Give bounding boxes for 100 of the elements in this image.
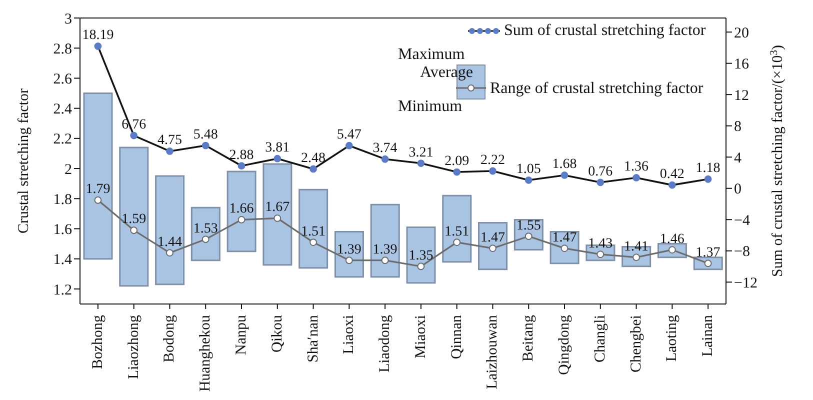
data-label: 2.09 [444, 154, 470, 170]
data-label: 1.41 [624, 239, 649, 254]
x-tick-label: Changli [592, 315, 608, 362]
y-tick-label: 1.2 [53, 282, 72, 298]
data-label: 3.81 [265, 140, 290, 156]
x-tick-label: Nanpu [234, 314, 250, 355]
y2-tick-label: 20 [734, 25, 749, 42]
data-label: 1.46 [660, 232, 684, 247]
data-label: 2.48 [301, 150, 326, 166]
data-label: 1.39 [372, 242, 398, 258]
x-tick-label: Bozhong [90, 314, 106, 370]
x-tick-label: Qingdong [556, 314, 572, 375]
bar [406, 226, 436, 284]
bar [119, 146, 149, 287]
bar [442, 194, 472, 263]
y2-tick-label: 4 [734, 150, 742, 166]
data-label: 1.47 [552, 230, 577, 246]
annotation: Average [420, 64, 473, 82]
y-tick-label: 2.8 [53, 41, 72, 58]
point [704, 175, 712, 183]
bar [190, 206, 220, 262]
annotation: Maximum [398, 46, 465, 64]
point [94, 196, 102, 204]
data-label: 3.74 [372, 141, 398, 156]
point [632, 174, 640, 182]
point [453, 238, 461, 246]
bar [334, 230, 364, 278]
point [489, 244, 496, 252]
data-label: 1.79 [86, 182, 110, 198]
bar [83, 92, 113, 260]
annotation: Minimum [398, 98, 462, 116]
point [560, 172, 568, 179]
data-label: 1.43 [588, 236, 613, 252]
point [202, 142, 210, 150]
x-tick-label: Bodong [162, 314, 178, 363]
y-axis-title: Crustal stretching factor [16, 88, 32, 234]
point [94, 42, 102, 50]
x-tick-label: Beitang [520, 314, 537, 362]
y2-tick-label: 12 [734, 88, 749, 104]
y-tick-label: 2.6 [53, 72, 72, 88]
y-tick-label: 1.6 [53, 222, 72, 238]
point [489, 167, 496, 175]
y2-tick-label: 8 [734, 119, 742, 136]
data-label: 1.68 [552, 157, 577, 172]
x-tick-label: Sha′nan [305, 314, 322, 362]
point [310, 165, 317, 173]
x-tick-label: Laoting [664, 314, 680, 362]
y2-tick-label: 16 [734, 56, 750, 73]
data-label: 1.66 [229, 202, 254, 217]
data-label: 1.51 [301, 224, 326, 240]
point [130, 226, 138, 234]
y-tick-label: 2.4 [53, 102, 72, 118]
data-label: 5.48 [193, 128, 218, 143]
data-label: 1.37 [696, 245, 720, 260]
x-tick-label: Liaozhong [126, 314, 142, 380]
data-label: 0.42 [660, 167, 684, 182]
point [310, 238, 317, 246]
data-label: 2.88 [229, 148, 254, 163]
legend-label: Sum of crustal stretching factor [503, 22, 707, 40]
point [166, 148, 174, 155]
point [238, 216, 246, 224]
point [453, 168, 461, 176]
data-label: 18.19 [82, 28, 114, 44]
y2-tick-label: −12 [734, 275, 758, 292]
data-label: 5.47 [336, 128, 362, 143]
data-label: 1.39 [336, 242, 362, 258]
bar [298, 188, 328, 269]
y-tick-label: 2.2 [53, 132, 72, 148]
x-tick-label: Liaoxi [341, 315, 358, 354]
point [381, 155, 389, 163]
point [345, 142, 353, 150]
bar [478, 222, 508, 270]
point [202, 236, 210, 243]
data-label: 1.47 [480, 230, 505, 246]
data-label: 1.53 [193, 221, 218, 236]
y-tick-label: 1.8 [53, 192, 72, 208]
point [417, 262, 425, 270]
point [596, 178, 604, 186]
point [345, 256, 353, 264]
y-tick-label: 1.4 [53, 252, 72, 268]
point [381, 256, 389, 264]
bar [155, 175, 185, 286]
point [238, 162, 246, 170]
point [417, 160, 425, 167]
y-tick-label: 2 [64, 162, 72, 178]
data-label: 1.67 [265, 200, 290, 216]
data-label: 1.51 [444, 224, 470, 240]
data-label: 4.75 [157, 133, 182, 148]
legend-label: Range of crustal stretching factor [490, 80, 704, 98]
data-label: 1.36 [624, 160, 649, 175]
x-tick-label: Miaoxi [412, 315, 429, 358]
point [274, 214, 282, 222]
bar [262, 163, 292, 266]
x-tick-label: Chengbei [628, 315, 644, 372]
point [668, 181, 676, 189]
x-tick-label: Liaodong [377, 314, 394, 372]
point [524, 176, 532, 184]
point [166, 249, 174, 257]
point [274, 154, 282, 162]
bar [226, 170, 256, 252]
